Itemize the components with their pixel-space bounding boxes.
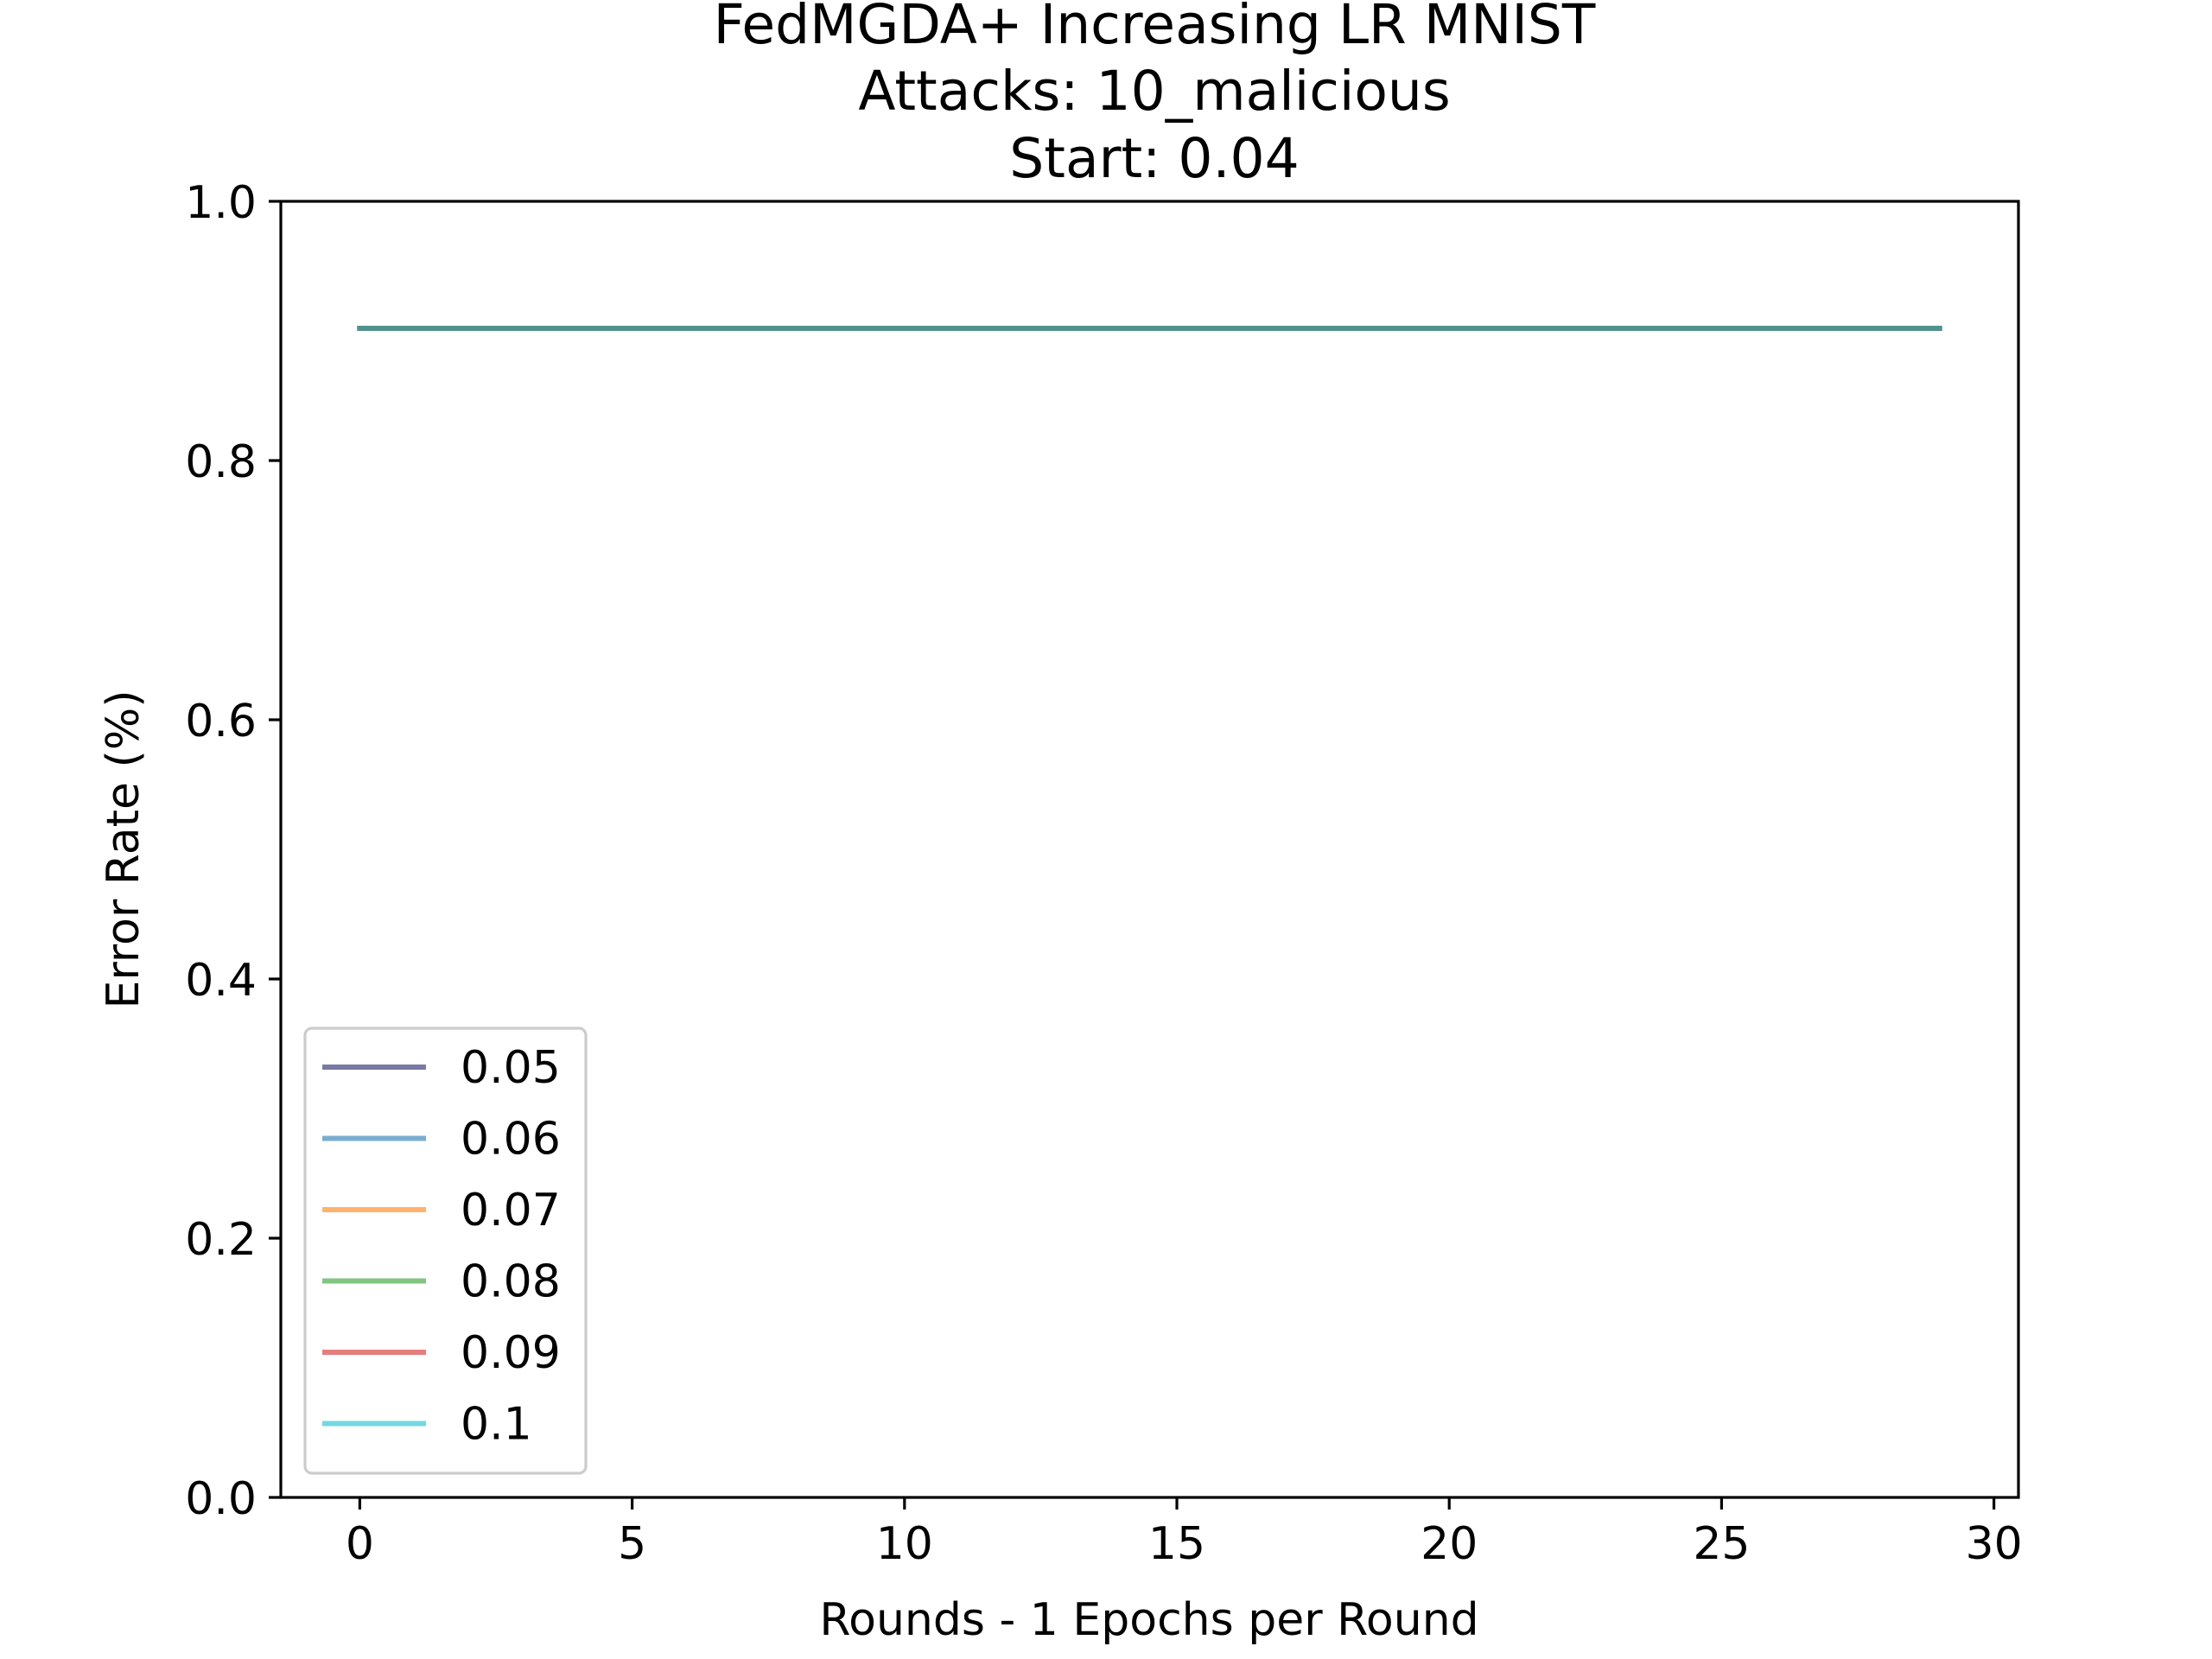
x-axis-ticks: 0 5 10 15 20 25 30: [346, 1497, 2023, 1570]
x-tick-label-2: 10: [876, 1518, 933, 1570]
y-tick-label-1: 0.2: [185, 1214, 257, 1266]
legend-label-4: 0.09: [461, 1327, 561, 1379]
plot-area-frame: [279, 200, 2020, 1499]
legend-label-5: 0.1: [461, 1399, 532, 1451]
chart-title: FedMGDA+ Increasing LR MNIST Attacks: 10…: [714, 0, 1596, 190]
legend-label-2: 0.07: [461, 1185, 561, 1236]
legend-frame: [303, 1027, 588, 1475]
y-tick-label-4: 0.8: [185, 436, 257, 488]
y-tick-label-5: 1.0: [185, 177, 257, 229]
y-tick-label-0: 0.0: [185, 1473, 257, 1525]
y-axis-ticks: 0.0 0.2 0.4 0.6 0.8 1.0: [185, 177, 281, 1525]
legend: 0.05 0.06 0.07 0.08 0.09 0.1: [303, 1027, 588, 1475]
x-tick-label-3: 15: [1148, 1518, 1205, 1570]
chart-title-line-2: Attacks: 10_malicious: [858, 60, 1450, 123]
legend-label-1: 0.06: [461, 1114, 561, 1166]
x-tick-label-1: 5: [618, 1518, 646, 1570]
x-axis-label: Rounds - 1 Epochs per Round: [819, 1594, 1478, 1646]
x-tick-label-0: 0: [346, 1518, 374, 1570]
y-tick-label-2: 0.4: [185, 955, 257, 1007]
legend-label-3: 0.08: [461, 1256, 561, 1308]
x-tick-label-5: 25: [1693, 1518, 1750, 1570]
x-tick-label-4: 20: [1421, 1518, 1478, 1570]
chart-title-line-1: FedMGDA+ Increasing LR MNIST: [714, 0, 1596, 56]
legend-label-0: 0.05: [461, 1042, 561, 1094]
chart-title-line-3: Start: 0.04: [1009, 127, 1299, 190]
y-axis-label: Error Rate (%): [98, 690, 149, 1008]
y-tick-label-3: 0.6: [185, 696, 257, 747]
x-tick-label-6: 30: [1966, 1518, 2023, 1570]
